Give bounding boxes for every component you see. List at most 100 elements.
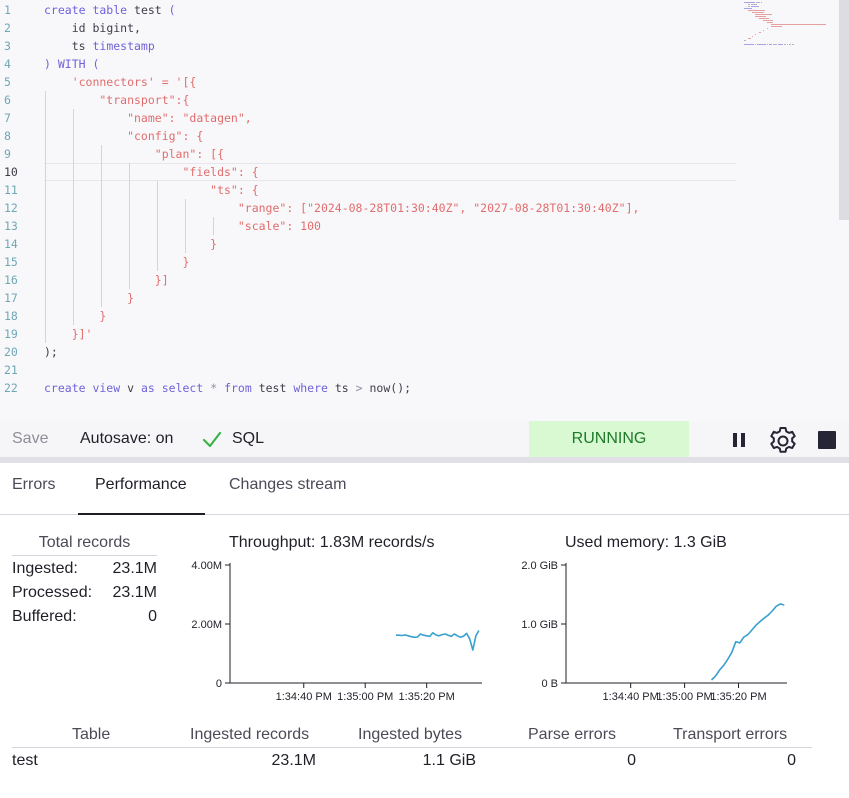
y-tick-label: 0 B [541, 678, 558, 690]
minimap-line [744, 40, 746, 41]
gear-icon[interactable] [767, 425, 799, 457]
minimap-line [744, 2, 756, 3]
code-line: "scale": 100 [44, 219, 321, 233]
minimap-line [757, 44, 766, 45]
editor-scrollbar[interactable] [839, 0, 849, 220]
minimap-line [750, 4, 757, 5]
x-tick-label: 1:35:20 PM [710, 691, 766, 703]
minimap-line [747, 4, 750, 5]
indent-guide [157, 181, 158, 271]
total-label: Ingested: [12, 560, 78, 577]
line-number: 2 [4, 21, 11, 35]
col-header-parse-errors: Parse errors [528, 726, 617, 743]
code-line: } [44, 309, 107, 323]
minimap-line [770, 24, 826, 25]
minimap-line [773, 44, 778, 45]
line-number: 20 [4, 345, 18, 359]
minimap-line [747, 38, 751, 39]
minimap-line [744, 8, 752, 9]
total-value: 23.1M [112, 560, 157, 577]
col-header-transport-errors: Transport errors [673, 726, 788, 743]
tab-changes-stream[interactable]: Changes stream [229, 476, 347, 493]
code-line: ) WITH ( [44, 57, 100, 71]
indent-guide [213, 217, 214, 235]
cell-parse-errors: 0 [627, 752, 636, 769]
code-line: "config": { [44, 129, 204, 143]
pause-icon[interactable] [730, 431, 748, 449]
col-header-ingested-records: Ingested records [190, 726, 310, 743]
minimap-line [751, 36, 753, 37]
total-value: 23.1M [112, 584, 157, 601]
y-tick-label: 1.0 GiB [521, 619, 558, 631]
minimap-line [747, 10, 765, 11]
minimap-line [783, 44, 786, 45]
x-tick-label: 1:35:00 PM [337, 691, 393, 703]
cell-transport-errors: 0 [787, 752, 796, 769]
throughput-chart: 4.00M 2.00M 0 1:34:40 PM 1:35:00 PM 1:35:20 P… [191, 560, 482, 703]
save-button[interactable]: Save [12, 430, 49, 447]
col-header-table: Table [72, 726, 111, 743]
code-line: "ts": { [44, 183, 259, 197]
cell-ingested-records: 23.1M [271, 752, 316, 769]
tab-errors[interactable]: Errors [12, 476, 56, 493]
x-tick-label: 1:34:40 PM [603, 691, 659, 703]
line-number: 5 [4, 75, 11, 89]
line-number: 6 [4, 93, 11, 107]
series-line [396, 630, 480, 651]
check-icon [202, 431, 222, 448]
total-records-title: Total records [12, 534, 157, 556]
tab-bar: Errors Performance Changes stream [0, 463, 849, 515]
minimap-line [761, 2, 763, 3]
total-row-processed: Processed: 23.1M [12, 584, 157, 602]
memory-chart-title: Used memory: 1.3 GiB [565, 534, 727, 551]
tab-performance[interactable]: Performance [95, 476, 187, 493]
code-line: ); [44, 345, 58, 359]
total-row-ingested: Ingested: 23.1M [12, 560, 157, 578]
line-number: 11 [4, 183, 18, 197]
sql-status-label: SQL [232, 430, 265, 447]
cell-ingested-bytes: 1.1 GiB [422, 752, 476, 769]
line-number: 9 [4, 147, 11, 161]
minimap-line [766, 22, 774, 23]
y-tick-label: 0 [216, 678, 222, 690]
minimap-line [751, 12, 764, 13]
line-number: 16 [4, 273, 18, 287]
active-line-highlight [44, 163, 736, 181]
minimap-line [744, 44, 755, 45]
indent-guide [45, 91, 46, 343]
editor-minimap[interactable] [744, 0, 839, 50]
minimap-line [750, 6, 760, 7]
minimap-line [756, 4, 758, 5]
line-number: 1 [4, 3, 11, 17]
minimap-line [788, 44, 792, 45]
stop-icon[interactable] [818, 431, 836, 449]
active-tab-indicator [78, 513, 205, 515]
minimap-line [778, 44, 783, 45]
throughput-chart-title: Throughput: 1.83M records/s [229, 534, 435, 551]
col-header-ingested-bytes: Ingested bytes [358, 726, 463, 743]
minimap-line [768, 44, 773, 45]
line-number: 18 [4, 309, 18, 323]
line-number: 17 [4, 291, 18, 305]
minimap-line [766, 44, 768, 45]
memory-chart: 2.0 GiB 1.0 GiB 0 B 1:34:40 PM1:35:00 PM1:3… [521, 560, 787, 703]
series-line [710, 603, 785, 681]
code-line: id bigint, [44, 21, 141, 35]
minimap-line [766, 28, 768, 29]
line-number: 21 [4, 363, 18, 377]
autosave-toggle[interactable]: Autosave: on [80, 430, 174, 447]
code-line: "plan": [{ [44, 147, 225, 161]
x-tick-label: 1:35:20 PM [399, 691, 455, 703]
code-line: create view v as select * from test wher… [44, 381, 412, 395]
total-label: Processed: [12, 584, 93, 601]
minimap-line [747, 6, 750, 7]
minimap-line [770, 26, 782, 27]
panel-divider[interactable] [0, 457, 849, 463]
sql-editor[interactable]: 1 2 3 4 5 6 7 8 9 10 11 12 13 14 15 16 17 18 19 20 21 22 crea… [0, 0, 849, 421]
y-tick-label: 2.00M [191, 619, 222, 631]
x-tick-label: 1:35:00 PM [656, 691, 712, 703]
indent-guide [73, 109, 74, 325]
code-line: 'connectors' = '[{ [44, 75, 197, 89]
minimap-line [759, 32, 762, 33]
line-number: 10 [4, 165, 18, 179]
